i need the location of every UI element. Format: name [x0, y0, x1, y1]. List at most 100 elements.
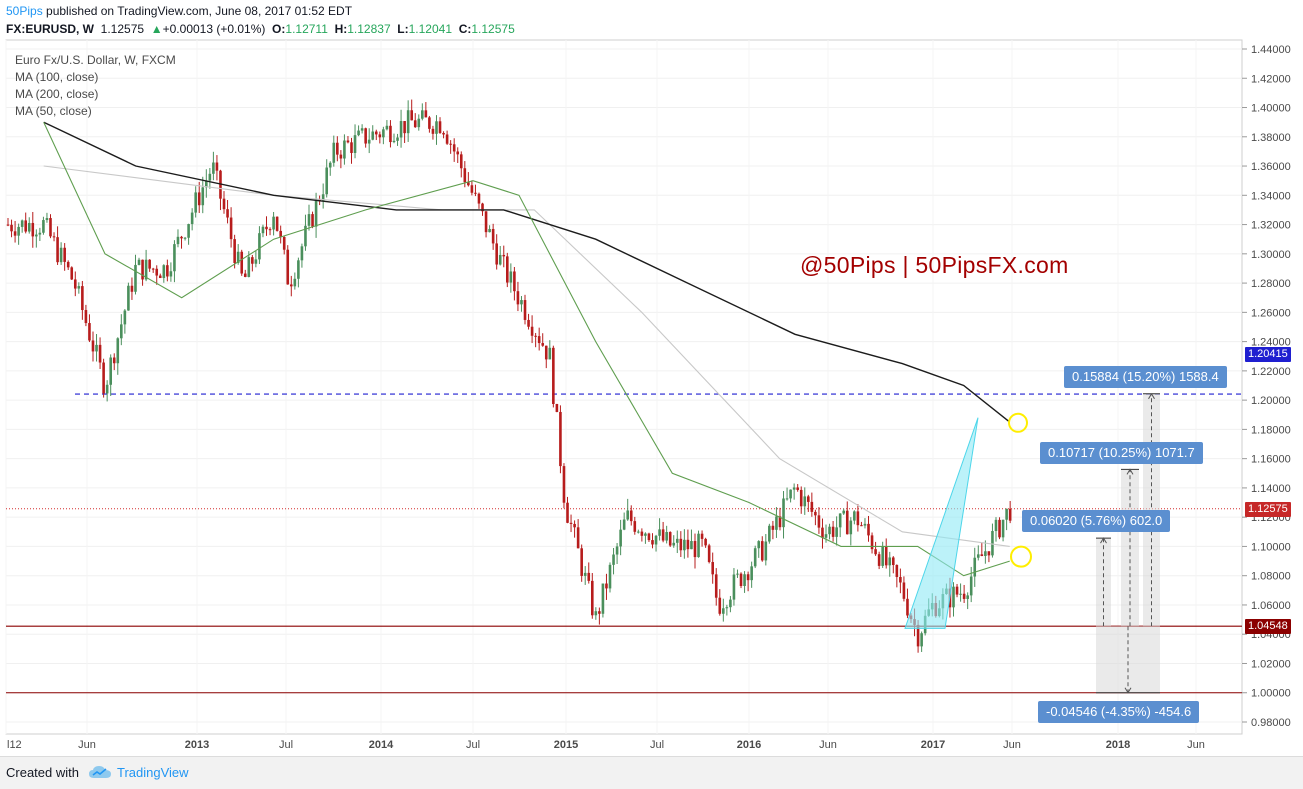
candle-body	[144, 259, 148, 280]
candle-body	[251, 257, 254, 264]
candle-body	[88, 323, 91, 341]
candle-body	[831, 526, 835, 537]
candle-body	[736, 573, 739, 575]
y-tick-label: 0.98000	[1251, 717, 1291, 729]
candle-body	[328, 162, 332, 168]
candle-body	[289, 284, 293, 287]
candle-body	[544, 345, 548, 360]
candle-body	[247, 257, 251, 277]
legend-ma200: MA (200, close)	[15, 87, 99, 101]
candle-body	[707, 545, 711, 563]
candle-body	[771, 525, 775, 530]
up-arrow-icon: ▲	[150, 22, 163, 36]
price-tag-resistance: 1.20415	[1245, 347, 1291, 362]
y-tick-label: 1.20000	[1251, 395, 1291, 407]
candle-body	[112, 357, 116, 364]
candle-body	[421, 110, 424, 119]
highlight-circle	[1008, 412, 1028, 433]
candle-body	[814, 511, 817, 516]
candle-body	[205, 180, 208, 188]
candle-body	[243, 273, 247, 277]
candle-body	[973, 557, 977, 577]
candle-body	[555, 404, 559, 412]
candle-body	[222, 198, 226, 210]
candle-body	[282, 236, 286, 250]
y-tick-label: 1.34000	[1251, 190, 1291, 202]
candle-body	[661, 529, 665, 541]
candle-body	[459, 154, 463, 169]
x-tick-label: Jun	[819, 739, 837, 751]
high-label: H:	[334, 22, 348, 36]
chart-header: 50Pips published on TradingView.com, Jun…	[0, 0, 1303, 40]
candle-body	[374, 131, 378, 135]
candle-body	[155, 268, 159, 276]
candle-body	[619, 529, 622, 547]
candle-body	[799, 489, 803, 507]
candle-body	[768, 525, 771, 542]
candle-body	[31, 222, 35, 237]
candle-body	[665, 532, 668, 541]
candle-body	[853, 511, 856, 521]
candle-body	[750, 566, 753, 581]
candle-body	[6, 224, 10, 226]
candle-body	[573, 523, 576, 528]
candle-body	[24, 220, 28, 232]
candle-body	[629, 510, 633, 522]
price-change: +0.00013 (+0.01%)	[162, 22, 266, 36]
x-tick-label: 2018	[1106, 739, 1130, 751]
projection-box	[1096, 626, 1160, 693]
candle-body	[307, 214, 311, 226]
candle-body	[134, 264, 137, 292]
candle-body	[782, 498, 785, 528]
publisher-link[interactable]: 50Pips	[6, 4, 43, 18]
candle-body	[176, 236, 180, 245]
candle-body	[569, 522, 573, 524]
candle-body	[424, 110, 428, 118]
candle-body	[130, 285, 134, 292]
candle-body	[583, 572, 587, 576]
candle-body	[279, 230, 282, 237]
candle-body	[976, 554, 980, 558]
wedge-pattern	[904, 417, 979, 629]
candle-body	[640, 531, 644, 536]
candle-body	[481, 203, 484, 212]
candle-body	[998, 519, 1001, 538]
candle-body	[27, 222, 31, 232]
candle-body	[467, 182, 470, 186]
price-tag-support: 1.04548	[1245, 619, 1291, 634]
candle-body	[367, 139, 371, 144]
y-tick-label: 1.24000	[1251, 337, 1291, 349]
candle-body	[884, 546, 888, 566]
candle-body	[633, 521, 637, 532]
candle-body	[622, 519, 626, 530]
candle-body	[346, 140, 350, 143]
candle-body	[746, 574, 750, 581]
legend-title: Euro Fx/U.S. Dollar, W, FXCM	[15, 53, 176, 67]
candle-body	[952, 586, 955, 608]
x-tick-label: 2015	[554, 739, 578, 751]
price-chart[interactable]: 1.44000 1.42000 1.40000 1.38000 1.36000 1.340…	[0, 0, 1303, 756]
candle-body	[906, 598, 909, 616]
candle-body	[605, 583, 608, 589]
high-value: 1.12837	[347, 22, 391, 36]
candle-body	[261, 226, 265, 234]
candle-body	[151, 268, 155, 270]
candle-body	[842, 510, 846, 514]
open-label: O:	[272, 22, 286, 36]
candle-body	[895, 565, 899, 578]
candle-body	[293, 278, 297, 287]
moving-averages	[43, 121, 1011, 577]
tradingview-link[interactable]: TradingView	[117, 765, 189, 780]
candle-body	[916, 624, 920, 647]
candle-body	[162, 265, 166, 279]
candle-body	[413, 120, 417, 128]
x-tick-label: Jul	[466, 739, 480, 751]
candle-body	[835, 527, 838, 537]
measure-label-3: 0.06020 (5.76%) 602.0	[1022, 510, 1171, 532]
ma-line	[43, 121, 1010, 577]
candle-body	[527, 319, 530, 327]
candle-body	[350, 142, 353, 153]
candle-body	[49, 218, 52, 237]
ma-line	[43, 165, 1010, 547]
candle-body	[212, 162, 215, 174]
